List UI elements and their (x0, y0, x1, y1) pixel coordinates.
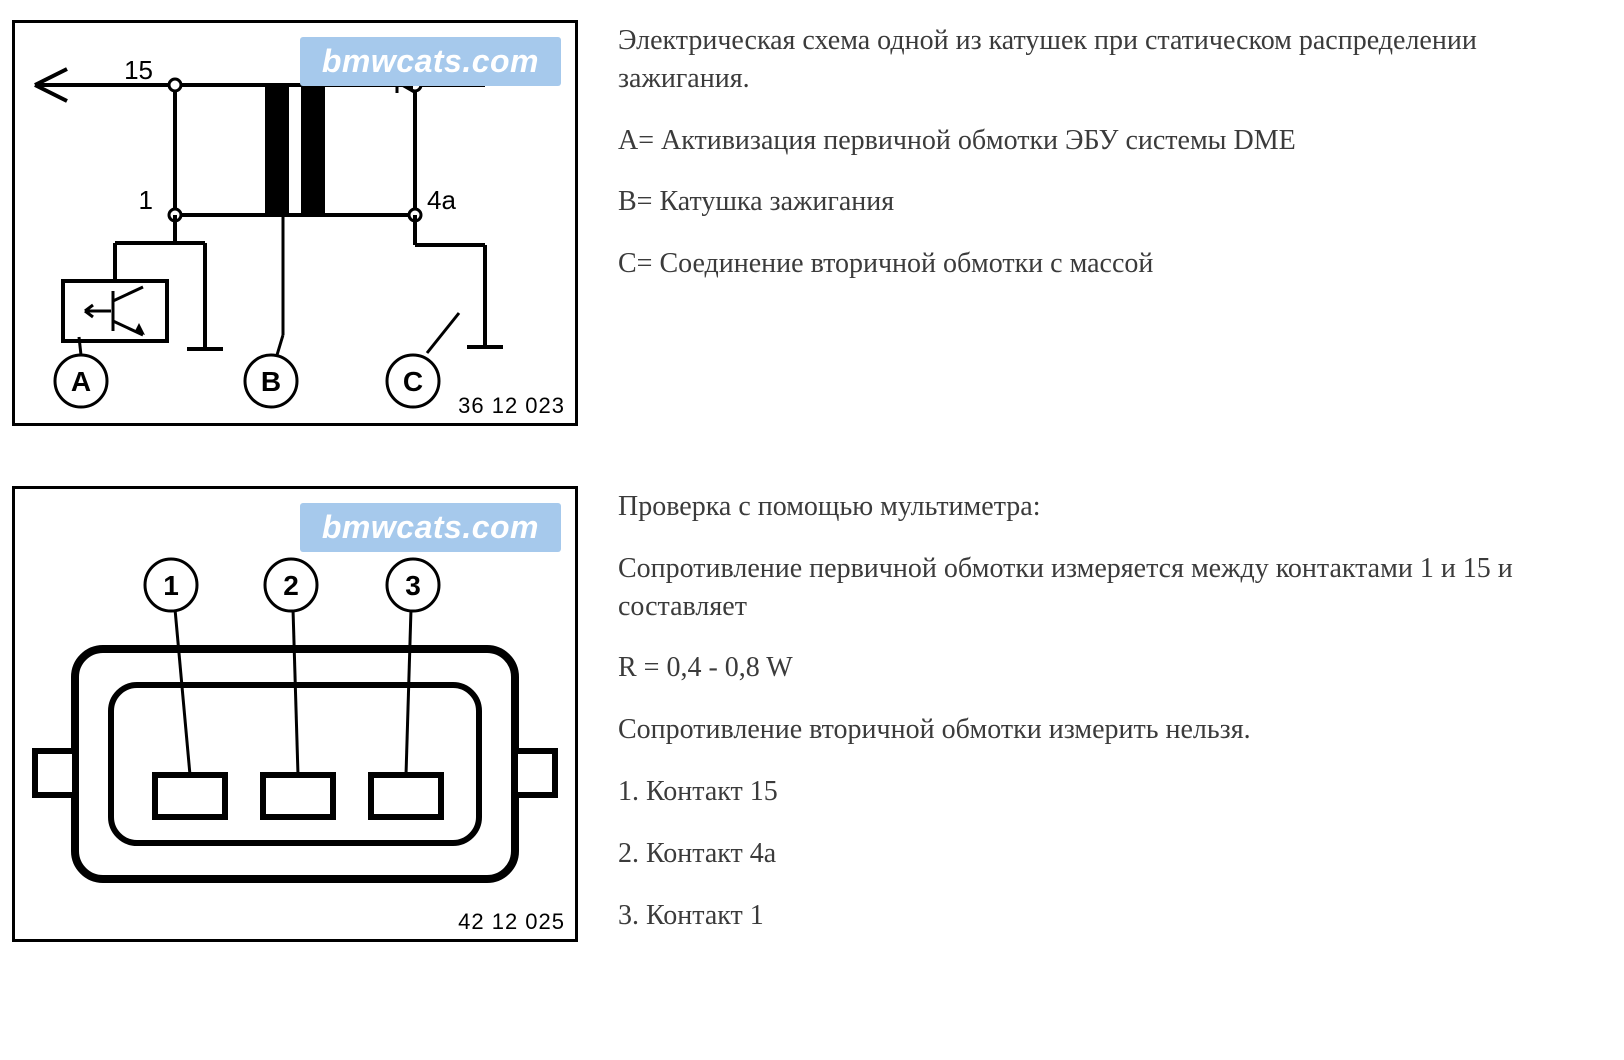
fig1-C-def: C= Соединение вторичной обмотки с массой (618, 245, 1612, 283)
callout-C: C (387, 355, 439, 407)
fig2-p6: 2. Контакт 4a (618, 835, 1612, 873)
fig2-p5: 1. Контакт 15 (618, 773, 1612, 811)
figure-2-partno: 42 12 025 (458, 909, 565, 935)
text-block-1: Электрическая схема одной из катушек при… (618, 20, 1612, 307)
callout-3-label: 3 (405, 570, 421, 601)
callout-B: B (245, 335, 297, 407)
callout-1: 1 (145, 559, 197, 611)
callout-1-label: 1 (163, 570, 179, 601)
text-block-2: Проверка с помощью мультиметра: Сопротив… (618, 486, 1612, 958)
pin-label-1: 1 (139, 185, 153, 215)
callout-2: 2 (265, 559, 317, 611)
row-1: bmwcats.com (12, 20, 1612, 426)
callout-C-label: C (403, 366, 423, 397)
fig2-p2: Сопротивление первичной обмотки измеряет… (618, 550, 1612, 626)
fig1-B-def: B= Катушка зажигания (618, 183, 1612, 221)
callout-B-label: B (261, 366, 281, 397)
callout-3: 3 (387, 559, 439, 611)
callout-2-label: 2 (283, 570, 299, 601)
pin-label-4: 4 (425, 55, 439, 85)
callout-A: A (55, 337, 107, 407)
pin-label-4a: 4a (427, 185, 456, 215)
fig1-A-def: A= Активизация первичной обмотки ЭБУ сис… (618, 122, 1612, 160)
schematic-svg: 15 4 1 4a (15, 23, 575, 423)
fig2-p1: Проверка с помощью мультиметра: (618, 488, 1612, 526)
figure-2-connector: bmwcats.com 1 (12, 486, 578, 942)
fig2-p3: R = 0,4 - 0,8 W (618, 649, 1612, 687)
fig2-p7: 3. Контакт 1 (618, 897, 1612, 935)
figure-1-schematic: bmwcats.com (12, 20, 578, 426)
callout-A-label: A (71, 366, 91, 397)
pin-label-15: 15 (124, 55, 153, 85)
row-2: bmwcats.com 1 (12, 486, 1612, 958)
fig2-p4: Сопротивление вторичной обмотки измерить… (618, 711, 1612, 749)
connector-svg: 1 2 3 (15, 489, 575, 939)
page: bmwcats.com (0, 0, 1624, 1060)
figure-1-partno: 36 12 023 (458, 393, 565, 419)
fig1-desc: Электрическая схема одной из катушек при… (618, 22, 1612, 98)
